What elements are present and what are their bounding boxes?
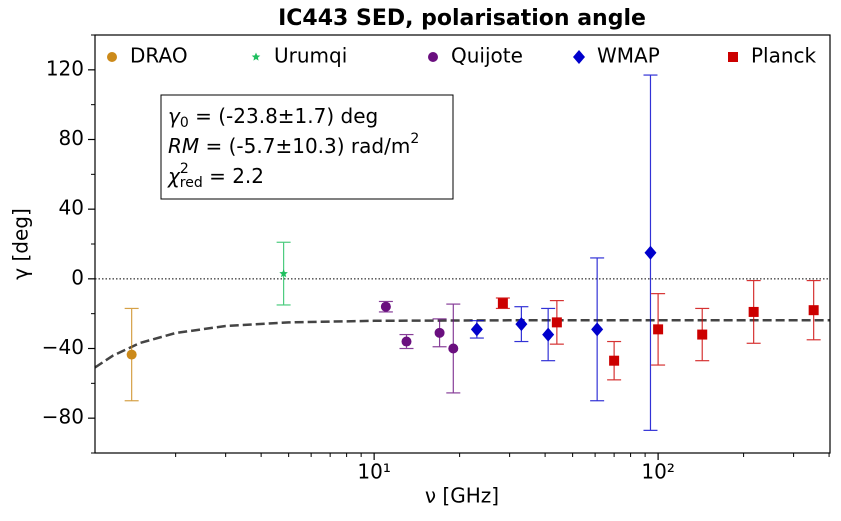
legend-label: Urumqi (274, 44, 347, 68)
annotation-part: χ (167, 164, 181, 188)
annotation-box (160, 94, 454, 200)
annotation-part: red (180, 175, 203, 191)
x-tick-label: 10² (641, 460, 674, 484)
marker (428, 52, 438, 62)
legend-label: Quijote (451, 44, 523, 68)
legend-label: WMAP (597, 44, 660, 68)
annotation-part: RM (168, 134, 199, 158)
annotation-part: 2 (410, 131, 419, 147)
annotation-part: = (-5.7±10.3) rad/m (199, 134, 410, 158)
marker (609, 355, 620, 366)
marker (515, 317, 528, 332)
x-axis-label: ν [GHz] (425, 484, 499, 508)
marker (591, 322, 604, 337)
chart-title: IC443 SED, polarisation angle (278, 6, 646, 31)
marker (644, 245, 657, 260)
marker (107, 52, 117, 62)
y-tick-label: 120 (46, 56, 84, 80)
marker (401, 336, 412, 347)
x-tick-label: 10¹ (357, 460, 390, 484)
annotation-line: γ0 = (-23.8±1.7) deg (168, 104, 378, 132)
marker (251, 52, 261, 61)
marker (542, 327, 555, 342)
marker (808, 305, 819, 316)
marker (448, 343, 459, 354)
marker (697, 329, 708, 340)
marker (551, 317, 562, 328)
marker (434, 327, 445, 338)
marker (728, 52, 738, 62)
marker (573, 50, 585, 64)
annotation-part: 0 (180, 115, 189, 131)
marker (380, 301, 391, 312)
legend-label: DRAO (130, 44, 188, 68)
fit-curve (94, 319, 830, 369)
marker (279, 269, 288, 278)
y-tick-label: 80 (59, 126, 84, 150)
y-tick-label: −40 (42, 335, 84, 359)
marker (653, 324, 664, 335)
annotation-line: RM = (-5.7±10.3) rad/m2 (168, 131, 419, 158)
annotation-part: = 2.2 (203, 164, 264, 188)
legend-label: Planck (751, 44, 817, 68)
annotation-line: χ2 red = 2.2 (167, 161, 264, 191)
y-tick-label: 0 (71, 265, 84, 289)
marker (126, 349, 137, 360)
y-tick-label: 40 (59, 196, 84, 220)
annotation-part: γ (168, 104, 181, 128)
marker (470, 322, 483, 337)
annotation-part: 2 (180, 161, 189, 177)
y-tick-label: −80 (42, 405, 84, 429)
marker (497, 298, 508, 309)
marker (748, 306, 759, 317)
y-axis-label: γ [deg] (9, 208, 33, 280)
annotation-part: = (-23.8±1.7) deg (189, 104, 378, 128)
